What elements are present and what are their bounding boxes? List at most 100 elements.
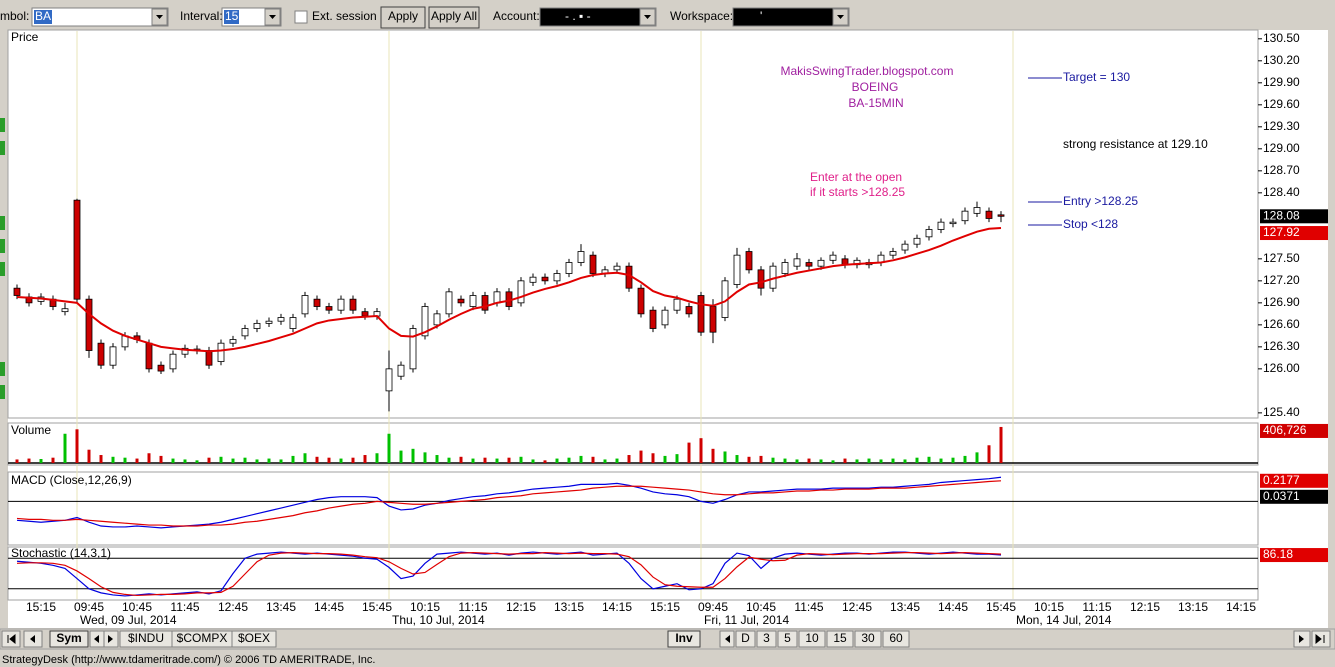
volume-panel (7, 422, 1259, 466)
volume-bar (639, 450, 643, 463)
side-button[interactable] (0, 239, 5, 253)
period-tab-label: 30 (861, 631, 875, 645)
period-tab[interactable] (882, 630, 910, 648)
time-label: 15:15 (26, 600, 56, 614)
time-label: 11:45 (794, 600, 823, 614)
stochastic-panel (7, 546, 1259, 601)
account-input[interactable] (539, 7, 657, 27)
apply-all-button[interactable] (428, 6, 480, 29)
time-label: 10:45 (746, 600, 776, 614)
period-tab[interactable] (798, 630, 826, 648)
volume-bar (459, 456, 463, 463)
volume-bar (135, 458, 139, 463)
status-text: StrategyDesk (http://www.tdameritrade.co… (2, 654, 375, 666)
dropdown-arrow (644, 15, 651, 19)
candle-body (649, 309, 657, 329)
sym-button[interactable] (49, 630, 89, 648)
dropdown-arrow (837, 15, 844, 19)
volume-bar (663, 455, 667, 463)
volume-bar (255, 459, 259, 463)
right-strip (1328, 30, 1335, 628)
candle-body (445, 291, 453, 315)
volume-bar (831, 460, 835, 463)
candle-body (469, 295, 477, 307)
candle-body (337, 298, 345, 311)
inv-button[interactable] (667, 630, 701, 648)
candle-body (529, 276, 537, 283)
candle-body (361, 311, 369, 317)
period-tab[interactable] (826, 630, 854, 648)
side-button[interactable] (0, 216, 5, 230)
candle-body (613, 265, 621, 271)
side-button[interactable] (0, 141, 5, 155)
candle-body (781, 262, 789, 274)
candle-body (565, 262, 573, 274)
time-label: 13:45 (890, 600, 920, 614)
last-price-box (1260, 209, 1328, 224)
period-tab-label: 5 (784, 631, 791, 645)
candle-body (697, 295, 705, 333)
candle-body (109, 346, 117, 366)
ext-session-checkbox[interactable] (294, 10, 308, 24)
volume-bar (999, 426, 1003, 463)
time-label: 12:15 (506, 600, 536, 614)
time-label: 13:15 (1178, 600, 1208, 614)
volume-bar (303, 453, 307, 463)
symbol-input[interactable] (31, 7, 169, 27)
volume-bar (471, 458, 475, 463)
period-tab[interactable] (777, 630, 798, 648)
period-tab[interactable] (735, 630, 756, 648)
macd-panel (7, 471, 1259, 546)
macd-line (16, 480, 1002, 527)
volume-bar (111, 456, 115, 463)
candle-body (577, 251, 585, 263)
candle-body (973, 207, 981, 214)
volume-bar (675, 454, 679, 463)
volume-bar (63, 433, 67, 463)
period-tab-label: 3 (763, 631, 770, 645)
y-tick-label: 127.20 (1263, 273, 1300, 287)
candle-body (553, 273, 561, 282)
candle-body (949, 221, 957, 225)
side-button[interactable] (0, 262, 5, 276)
panel-title: Price (11, 30, 39, 44)
candle-body (913, 237, 921, 245)
period-tab[interactable] (756, 630, 777, 648)
side-button[interactable] (0, 385, 5, 399)
macd-hist-box (1260, 489, 1328, 504)
candle-body (793, 258, 801, 267)
left-icon (94, 635, 99, 643)
volume-bar (387, 433, 391, 463)
candle-body (493, 291, 501, 304)
candle-body (817, 259, 825, 267)
candle-body (385, 368, 393, 392)
account-label: Account: (493, 9, 540, 23)
symbol-tab-label: $INDU (128, 631, 164, 645)
volume-bar (171, 458, 175, 463)
volume-bar (195, 460, 199, 463)
volume-bar (519, 456, 523, 463)
account-value: - . ▪ - (565, 9, 591, 23)
candle-body (169, 353, 177, 370)
volume-bar (207, 457, 211, 463)
apply-button[interactable] (380, 6, 426, 29)
side-button[interactable] (0, 118, 5, 132)
candle-body (181, 347, 189, 355)
side-button[interactable] (0, 362, 5, 376)
y-tick-label: 125.40 (1263, 405, 1300, 419)
candle-body (985, 210, 993, 219)
period-tab-label: 15 (833, 631, 847, 645)
period-tab[interactable] (854, 630, 882, 648)
volume-bar (795, 459, 799, 463)
candle-body (157, 364, 165, 372)
candle-body (517, 280, 525, 304)
volume-bar (879, 459, 883, 463)
y-tick-label: 128.70 (1263, 163, 1300, 177)
time-label: 12:45 (218, 600, 248, 614)
volume-bar (759, 455, 763, 463)
time-label: 14:45 (314, 600, 344, 614)
workspace-input[interactable] (732, 7, 850, 27)
left-icon (725, 635, 730, 643)
symbol-tab[interactable] (231, 630, 277, 648)
